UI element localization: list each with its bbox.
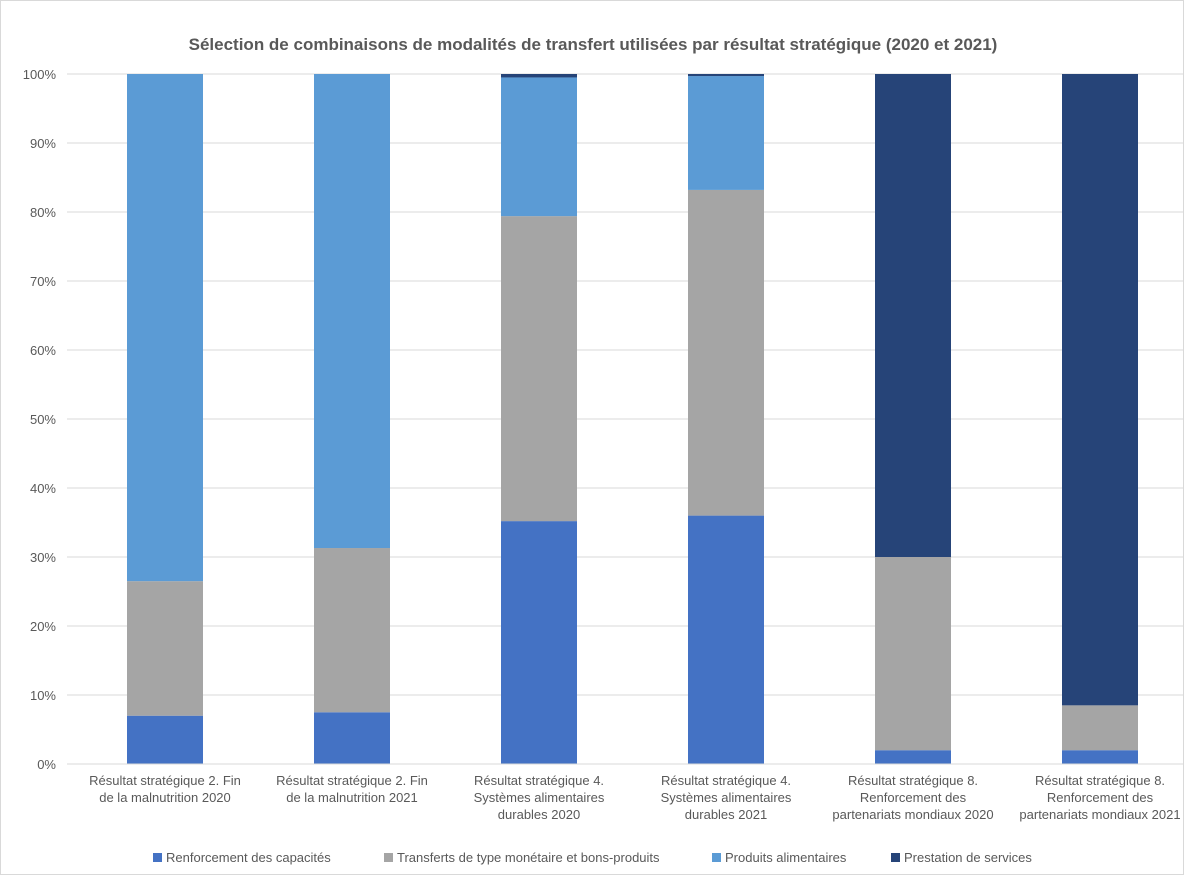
y-tick-label: 100% [23, 67, 57, 82]
chart-title: Sélection de combinaisons de modalités d… [189, 35, 998, 54]
y-tick-label: 40% [30, 481, 56, 496]
bar-segment [314, 74, 390, 549]
bar-segment [875, 557, 951, 751]
y-tick-label: 20% [30, 619, 56, 634]
bars [127, 74, 1138, 764]
legend-swatch [891, 853, 900, 862]
y-tick-label: 10% [30, 688, 56, 703]
y-tick-label: 30% [30, 550, 56, 565]
bar-segment [127, 581, 203, 716]
bar-segment [875, 750, 951, 764]
bar-segment [501, 521, 577, 764]
gridlines [67, 73, 1184, 696]
bar-segment [875, 74, 951, 557]
bar-segment [688, 189, 764, 516]
bar-segment [688, 515, 764, 764]
y-tick-label: 70% [30, 274, 56, 289]
category-label: Résultat stratégique 8. Renforcement des p… [1019, 773, 1180, 822]
legend-label: Transferts de type monétaire et bons-pro… [397, 850, 660, 865]
bar-segment [314, 548, 390, 713]
legend-label: Renforcement des capacités [166, 850, 331, 865]
category-label: Résultat stratégique 4. Systèmes alimenta… [661, 773, 792, 822]
legend-swatch [153, 853, 162, 862]
legend-label: Produits alimentaires [725, 850, 847, 865]
legend-swatch [712, 853, 721, 862]
y-tick-label: 60% [30, 343, 56, 358]
y-tick-label: 50% [30, 412, 56, 427]
bar-segment [1062, 74, 1138, 706]
category-label: Résultat stratégique 2. Fin de la malnutr… [89, 773, 241, 805]
bar-segment [1062, 750, 1138, 764]
bar-segment [688, 74, 764, 77]
bar-segment [501, 216, 577, 522]
bar-segment [1062, 705, 1138, 751]
bar-segment [501, 77, 577, 217]
bar-segment [127, 715, 203, 764]
legend-label: Prestation de services [904, 850, 1032, 865]
category-labels: Résultat stratégique 2. Fin de la malnutr… [89, 773, 1180, 822]
y-tick-label: 80% [30, 205, 56, 220]
bar-segment [314, 712, 390, 764]
y-tick-label: 0% [37, 757, 56, 772]
legend-swatch [384, 853, 393, 862]
bar-segment [688, 76, 764, 190]
category-label: Résultat stratégique 4. Systèmes alimenta… [474, 773, 605, 822]
y-axis-ticks: 0% 10% 20% 30% 40% 50% 60% 70% 80% 90% 100% [23, 67, 57, 772]
category-label: Résultat stratégique 2. Fin de la malnutr… [276, 773, 428, 805]
legend: Renforcement des capacités Transferts de … [153, 850, 1032, 865]
bar-segment [501, 74, 577, 78]
category-label: Résultat stratégique 8. Renforcement des p… [832, 773, 993, 822]
y-tick-label: 90% [30, 136, 56, 151]
bar-segment [127, 74, 203, 582]
